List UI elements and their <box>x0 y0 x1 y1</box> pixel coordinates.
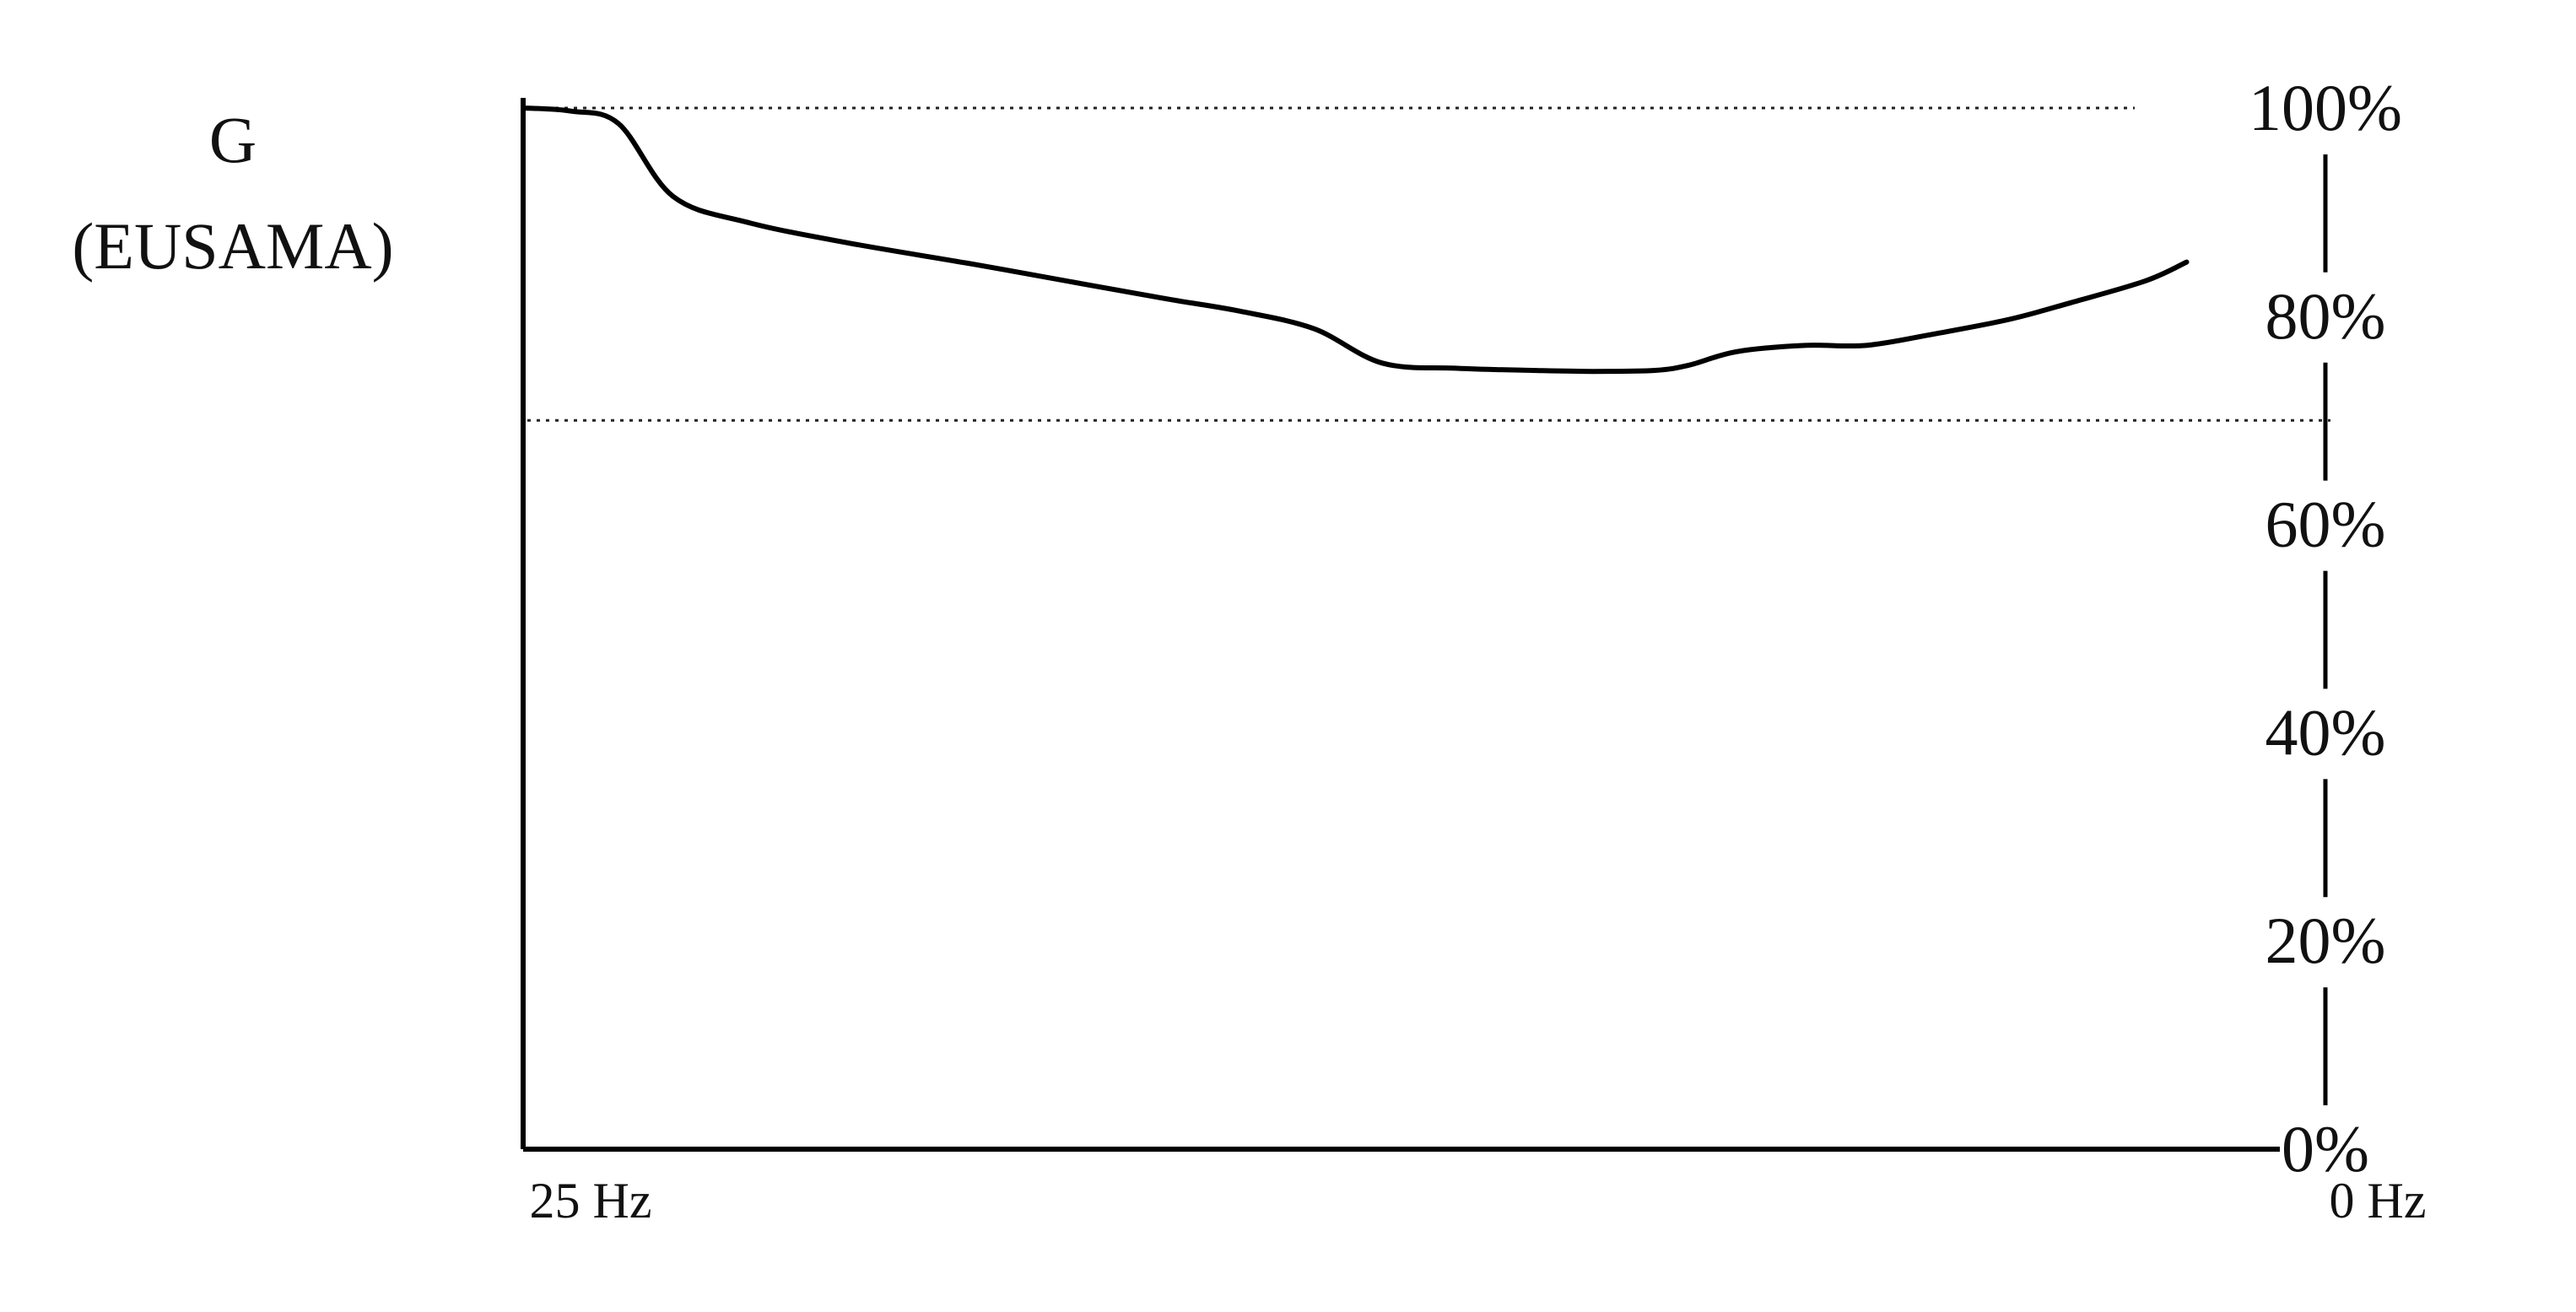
y-tick-label: 0% <box>2282 1112 2369 1185</box>
y-axis-label: G (EUSAMA) <box>72 103 393 283</box>
y-tick-label: 40% <box>2265 695 2386 769</box>
x-tick-labels: 25 Hz 0 Hz <box>530 1173 2427 1228</box>
y-tick-label: 80% <box>2265 279 2386 353</box>
series-line <box>521 105 2190 375</box>
series-group <box>521 105 2190 375</box>
y-axis-label-line-1: G <box>209 103 257 176</box>
y-tick-label: 60% <box>2265 488 2386 561</box>
x-tick-label: 0 Hz <box>2330 1173 2427 1228</box>
y-axis-label-line-2: (EUSAMA) <box>72 209 393 283</box>
y-tick-label: 20% <box>2265 904 2386 977</box>
y-tick-label: 100% <box>2249 71 2402 144</box>
reference-lines <box>527 106 2330 422</box>
x-tick-label: 25 Hz <box>530 1173 652 1228</box>
y-tick-labels: 100% 80% 60% 40% 20% 0% <box>2249 71 2402 1185</box>
